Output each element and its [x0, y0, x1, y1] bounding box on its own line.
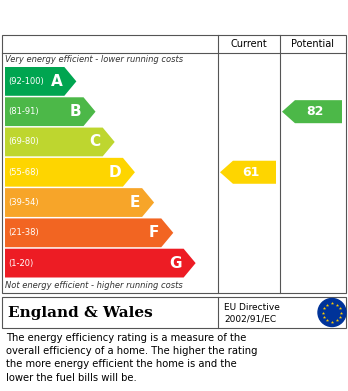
Polygon shape	[5, 158, 135, 187]
Text: (21-38): (21-38)	[8, 228, 39, 237]
Text: D: D	[108, 165, 121, 180]
Text: 82: 82	[306, 105, 324, 118]
Polygon shape	[5, 188, 154, 217]
Text: (39-54): (39-54)	[8, 198, 39, 207]
Text: G: G	[169, 256, 182, 271]
Polygon shape	[282, 100, 342, 123]
Polygon shape	[5, 97, 95, 126]
Text: E: E	[130, 195, 140, 210]
Text: (55-68): (55-68)	[8, 168, 39, 177]
Text: Very energy efficient - lower running costs: Very energy efficient - lower running co…	[5, 56, 183, 65]
Text: B: B	[70, 104, 81, 119]
Text: (1-20): (1-20)	[8, 258, 33, 267]
Text: Current: Current	[231, 39, 267, 49]
Polygon shape	[5, 219, 173, 247]
Text: A: A	[50, 74, 62, 89]
Text: C: C	[89, 135, 101, 149]
Text: EU Directive: EU Directive	[224, 303, 280, 312]
Text: 2002/91/EC: 2002/91/EC	[224, 314, 276, 323]
Text: The energy efficiency rating is a measure of the
overall efficiency of a home. T: The energy efficiency rating is a measur…	[6, 333, 258, 383]
Text: (69-80): (69-80)	[8, 138, 39, 147]
Text: 61: 61	[242, 166, 260, 179]
Text: (81-91): (81-91)	[8, 107, 39, 116]
Polygon shape	[5, 127, 115, 156]
Text: Potential: Potential	[292, 39, 334, 49]
Text: Not energy efficient - higher running costs: Not energy efficient - higher running co…	[5, 282, 183, 291]
Text: (92-100): (92-100)	[8, 77, 44, 86]
Circle shape	[318, 298, 346, 326]
Polygon shape	[5, 67, 76, 96]
Text: F: F	[149, 225, 159, 240]
Bar	[2, 297, 346, 328]
Text: Energy Efficiency Rating: Energy Efficiency Rating	[10, 9, 232, 24]
Polygon shape	[220, 161, 276, 184]
Text: England & Wales: England & Wales	[8, 305, 153, 319]
Polygon shape	[5, 249, 196, 278]
